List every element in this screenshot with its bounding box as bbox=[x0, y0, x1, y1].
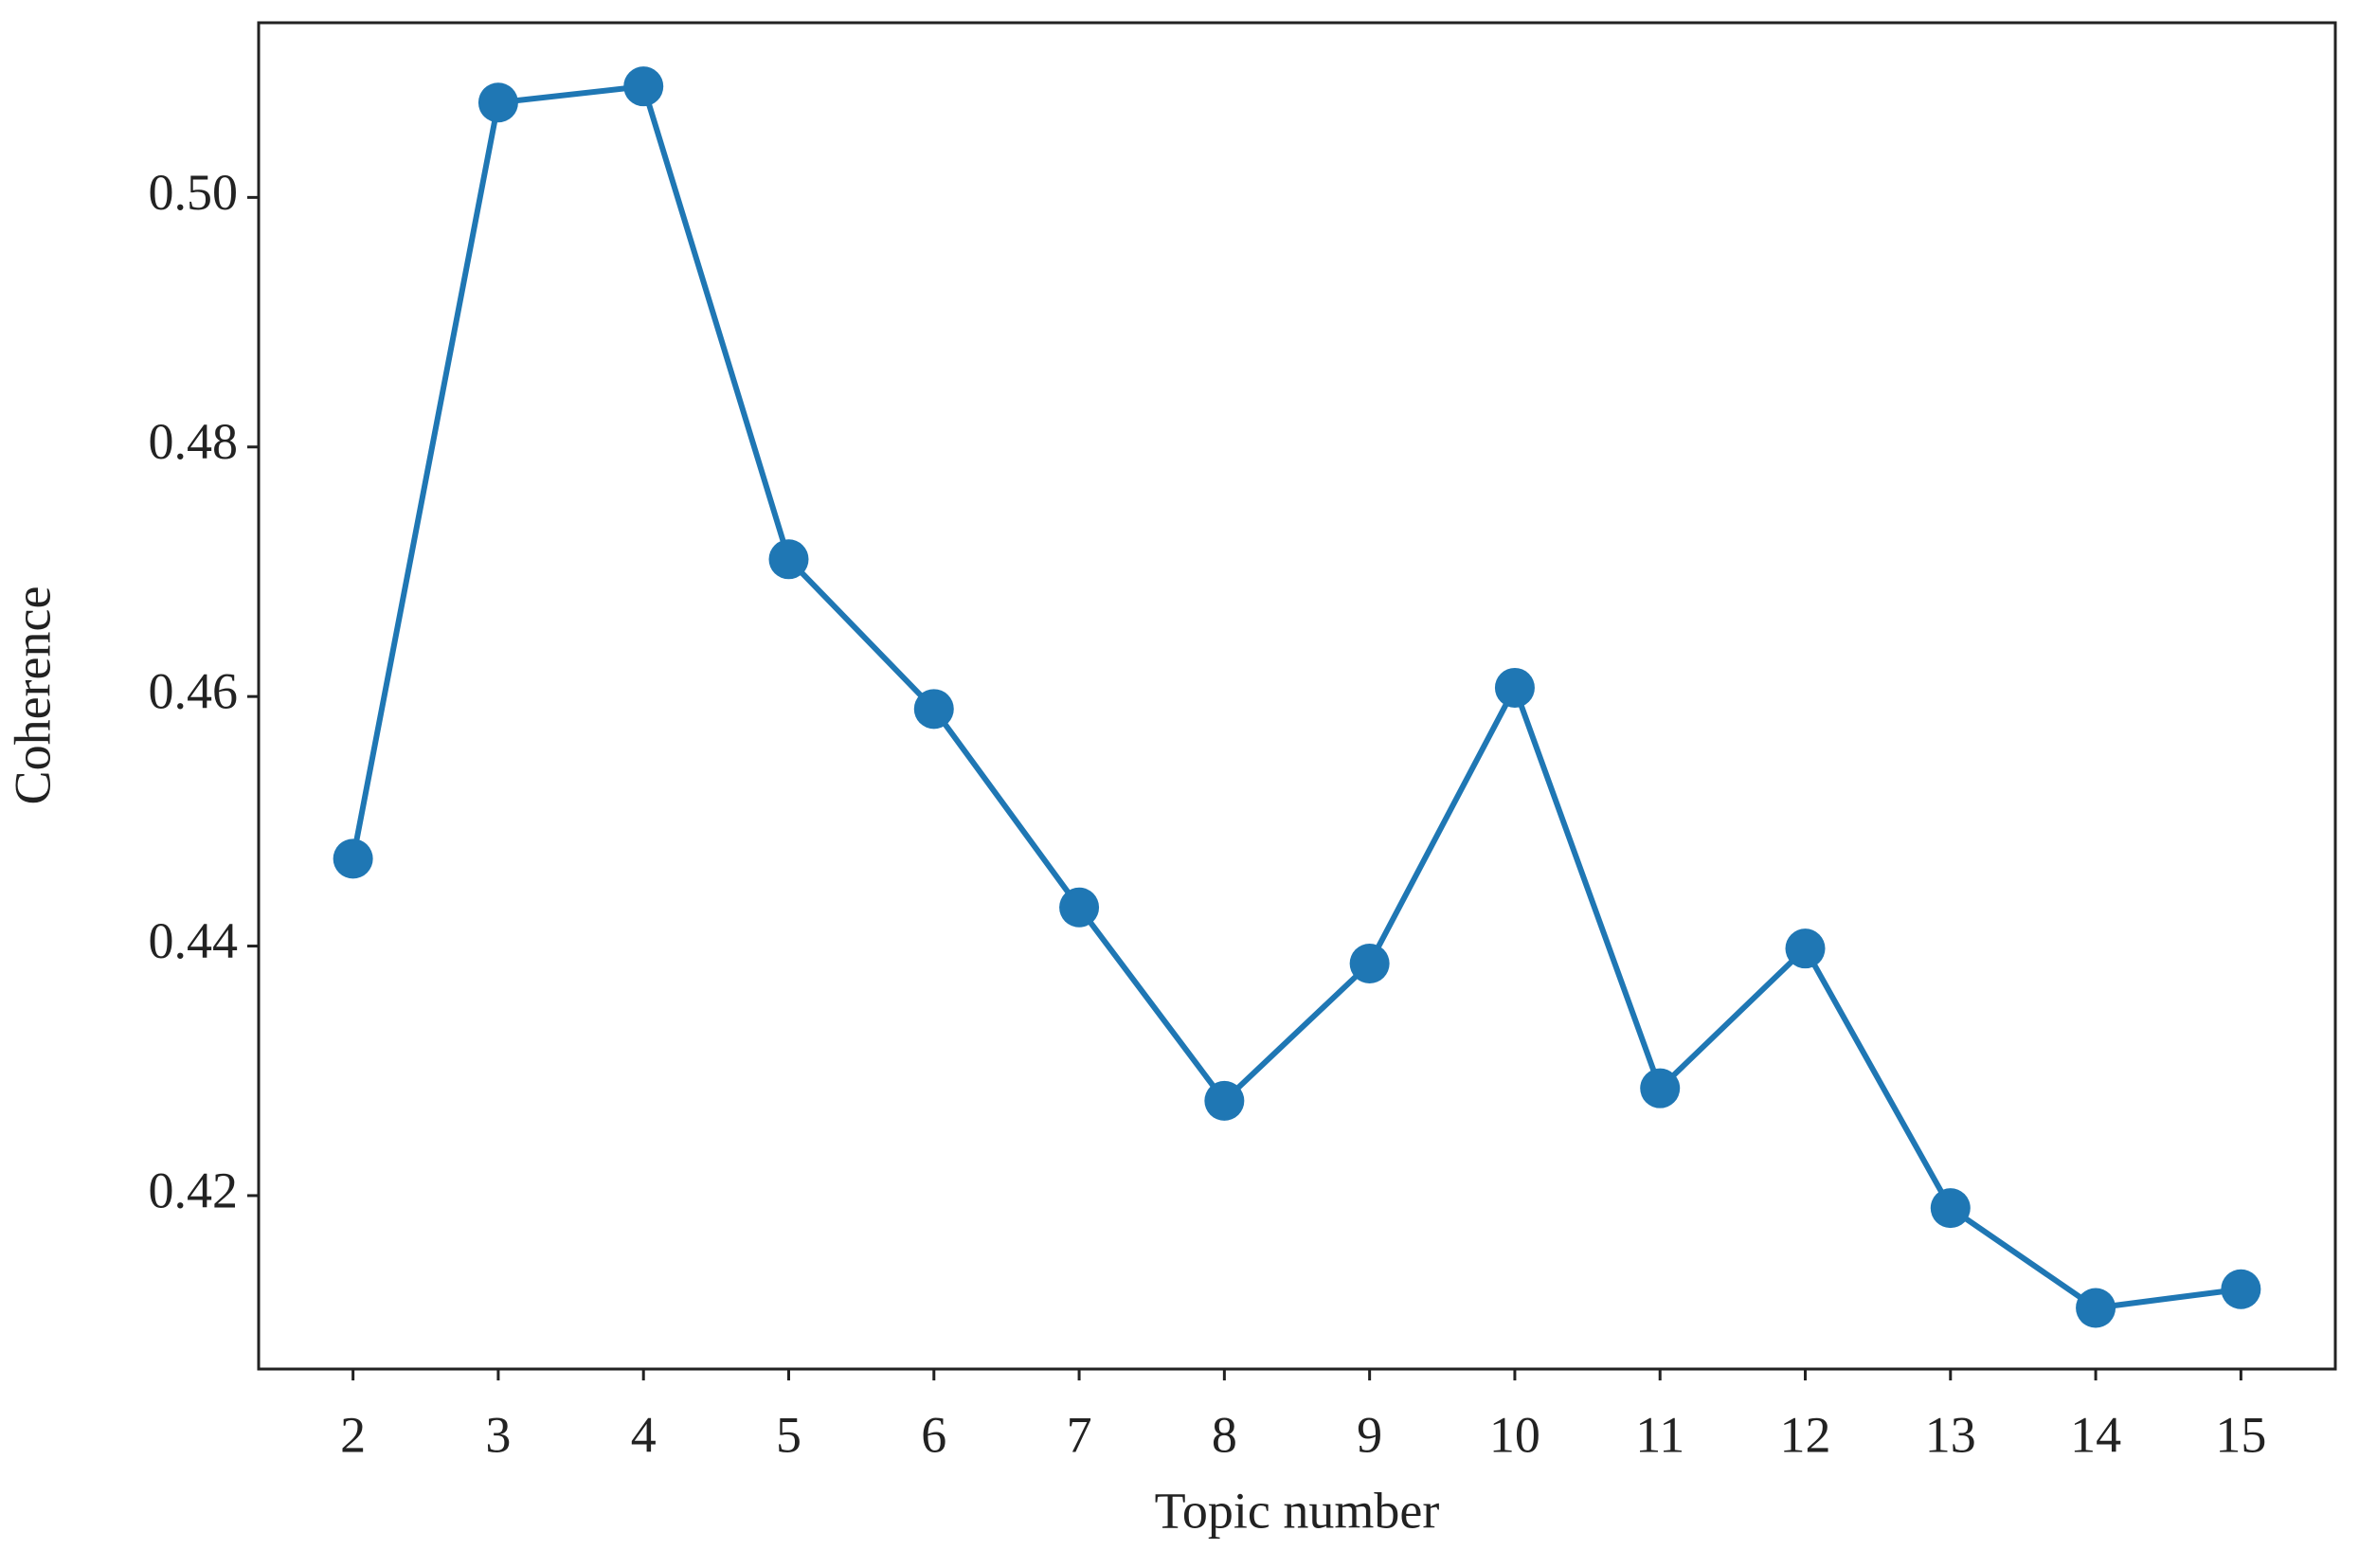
x-tick-label: 2 bbox=[340, 1406, 366, 1463]
point bbox=[2221, 1269, 2261, 1309]
x-tick-label: 9 bbox=[1357, 1406, 1382, 1463]
x-tick-label: 12 bbox=[1780, 1406, 1831, 1463]
x-tick-label: 10 bbox=[1489, 1406, 1540, 1463]
series-line bbox=[350, 83, 2242, 1311]
point bbox=[1059, 887, 1100, 928]
y-tick-label: 0.46 bbox=[149, 663, 239, 720]
x-tick-label: 5 bbox=[776, 1406, 801, 1463]
x-tick-label: 11 bbox=[1635, 1406, 1684, 1463]
x-tick-label: 13 bbox=[1925, 1406, 1976, 1463]
point bbox=[1930, 1188, 1971, 1229]
point bbox=[1349, 943, 1390, 983]
x-tick-label: 14 bbox=[2070, 1406, 2121, 1463]
point bbox=[1640, 1068, 1681, 1108]
x-tick-label: 15 bbox=[2215, 1406, 2266, 1463]
point bbox=[1494, 667, 1535, 708]
x-tick-label: 8 bbox=[1212, 1406, 1237, 1463]
x-tick-label: 3 bbox=[485, 1406, 511, 1463]
y-tick-label: 0.44 bbox=[149, 912, 239, 969]
y-axis-label: Coherence bbox=[4, 586, 61, 805]
point bbox=[1785, 928, 1826, 969]
x-tick-label: 6 bbox=[921, 1406, 946, 1463]
point bbox=[623, 66, 664, 107]
y-tick-label: 0.50 bbox=[149, 164, 239, 221]
plot-frame bbox=[257, 21, 2337, 1371]
point bbox=[913, 689, 954, 730]
x-tick-label: 4 bbox=[631, 1406, 657, 1463]
point bbox=[477, 82, 518, 123]
point bbox=[768, 539, 809, 580]
point bbox=[1204, 1080, 1245, 1121]
y-tick-label: 0.42 bbox=[149, 1162, 239, 1218]
y-tick-label: 0.48 bbox=[149, 413, 239, 470]
x-axis-label: Topic number bbox=[1155, 1482, 1440, 1539]
point bbox=[2076, 1288, 2116, 1328]
x-tick-label: 7 bbox=[1067, 1406, 1092, 1463]
point bbox=[333, 838, 373, 879]
